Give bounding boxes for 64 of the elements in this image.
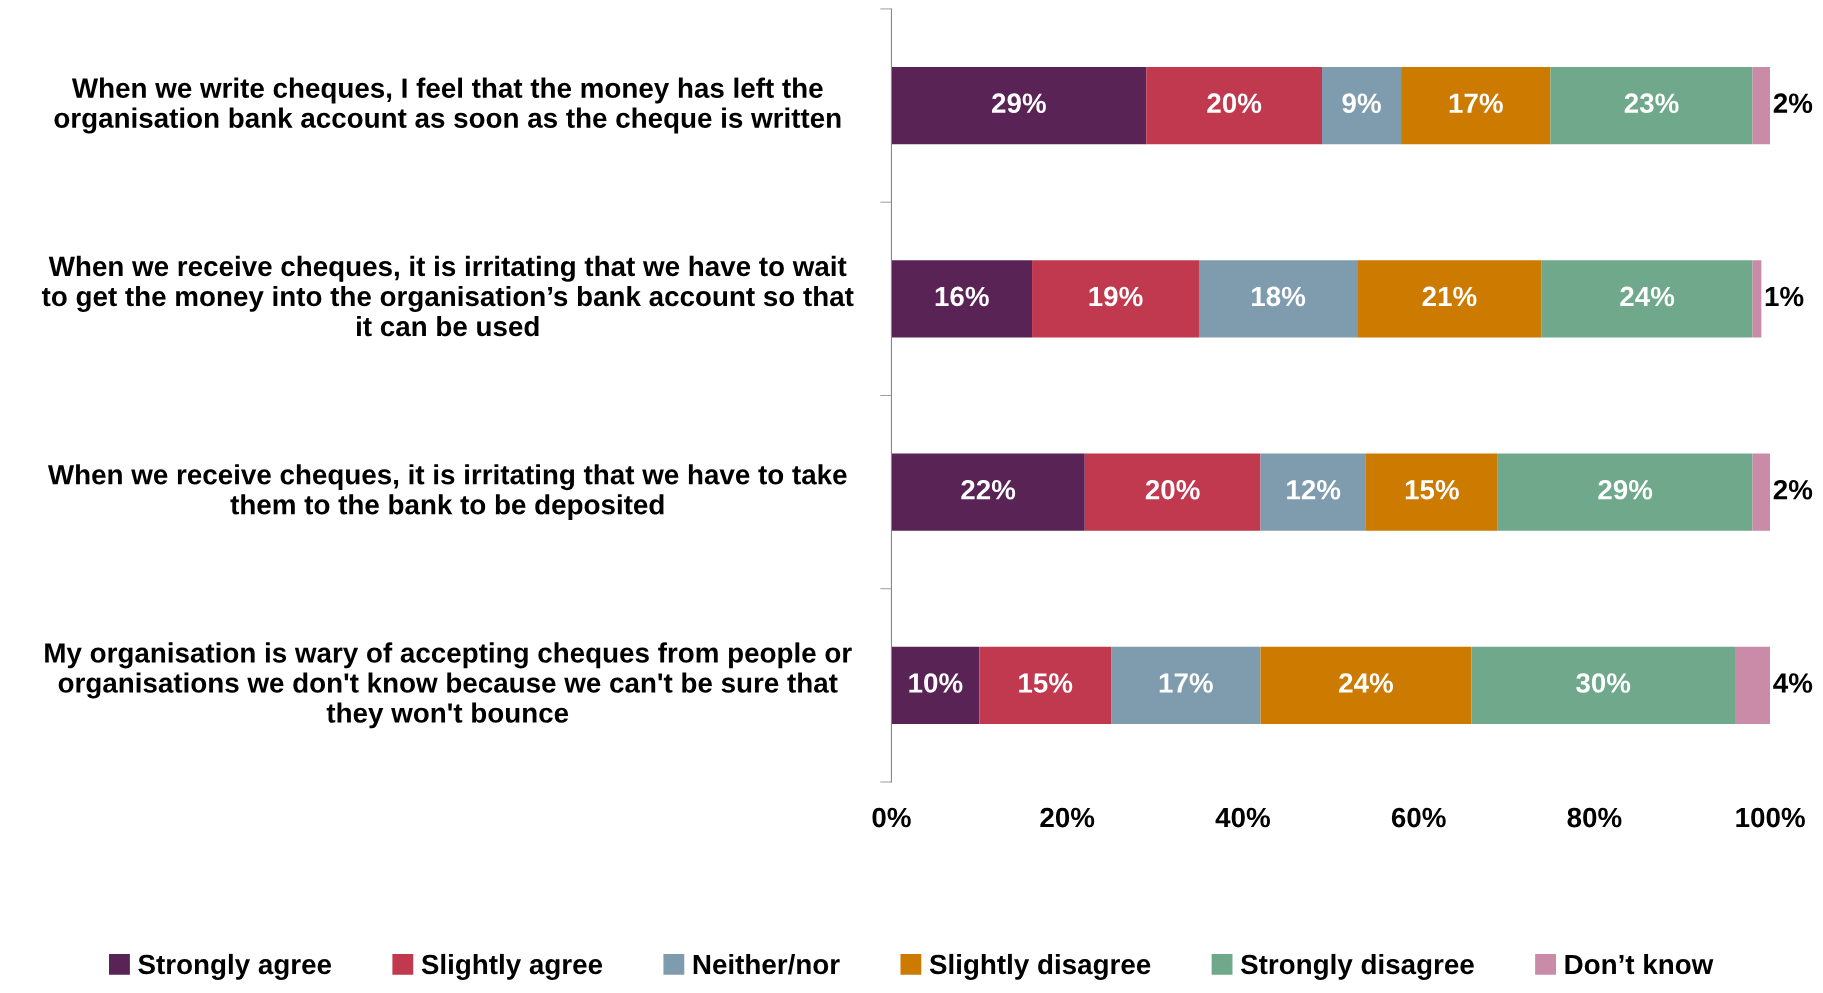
data-label: 22% [961, 479, 1016, 500]
bar [1146, 66, 1322, 145]
x-tick-label: 40% [1215, 807, 1270, 828]
data-label: 12% [1287, 479, 1341, 500]
data-label: 19% [1089, 286, 1143, 307]
data-label: 29% [1598, 479, 1653, 500]
bar [1032, 260, 1199, 338]
bar [891, 66, 1147, 145]
x-tick-label: 100% [1736, 807, 1805, 828]
bar [1357, 260, 1542, 338]
bar [1497, 453, 1753, 531]
bar [1752, 453, 1771, 531]
y-tick-label: My organisation is wary of accepting cheques from people or organisations we don't know because we can't be sure that they won't bounce [45, 642, 852, 729]
bar [891, 260, 1033, 338]
data-label: 21% [1422, 286, 1477, 307]
y-tick-label: When we write cheques, I feel that the money has left the organisation bank account as soon as the cheque is written [54, 77, 841, 134]
data-label: 4% [1773, 673, 1813, 693]
bar [1752, 66, 1771, 145]
data-label: 9% [1342, 93, 1381, 114]
bar [1550, 66, 1753, 145]
data-label: 20% [1145, 479, 1200, 500]
data-label: 15% [1019, 673, 1073, 693]
data-label: 15% [1405, 479, 1459, 500]
bar [1541, 260, 1753, 338]
data-label: 2% [1773, 479, 1813, 500]
data-label: 10% [909, 673, 963, 693]
legend-label: Strongly agree [138, 953, 332, 980]
bar [1401, 66, 1551, 145]
y-tick-label: When we receive cheques, it is irritating that we have to take them to the bank to be deposited [47, 464, 847, 521]
data-label: 20% [1207, 93, 1262, 114]
data-label: 2% [1773, 93, 1813, 113]
legend-label: Slightly agree [421, 953, 603, 980]
bar [1084, 453, 1261, 531]
x-tick-label: 80% [1567, 807, 1622, 828]
data-label: 18% [1252, 286, 1306, 307]
data-label: 1% [1765, 286, 1804, 307]
bar [1260, 646, 1472, 725]
bar [1471, 646, 1735, 725]
bar [891, 453, 1085, 531]
data-label: 16% [935, 286, 989, 307]
bar [979, 646, 1112, 725]
bar [891, 646, 980, 725]
bar [1734, 646, 1771, 725]
bar [1111, 646, 1261, 725]
bar [1365, 453, 1498, 531]
legend-label: Neither/nor [693, 953, 840, 975]
bar [1260, 453, 1366, 531]
data-label: 30% [1576, 673, 1631, 693]
legend-label: Don’t know [1565, 953, 1714, 975]
data-label: 24% [1339, 673, 1393, 693]
x-tick-label: 0% [872, 807, 911, 828]
y-tick-label: When we receive cheques, it is irritating that we have to wait to get the money into the organisation’s bank account so that it can be used [41, 255, 854, 337]
bar [1752, 260, 1762, 338]
data-label: 29% [992, 93, 1046, 114]
bar [1198, 260, 1358, 338]
legend-label: Slightly disagree [929, 953, 1151, 980]
x-tick-label: 60% [1391, 807, 1446, 828]
data-label: 23% [1624, 93, 1679, 114]
legend-label: Strongly disagree [1240, 953, 1474, 980]
data-label: 17% [1449, 93, 1503, 113]
bar [1322, 66, 1402, 145]
data-label: 24% [1620, 286, 1675, 307]
data-label: 17% [1159, 673, 1213, 693]
x-tick-label: 20% [1040, 807, 1095, 828]
